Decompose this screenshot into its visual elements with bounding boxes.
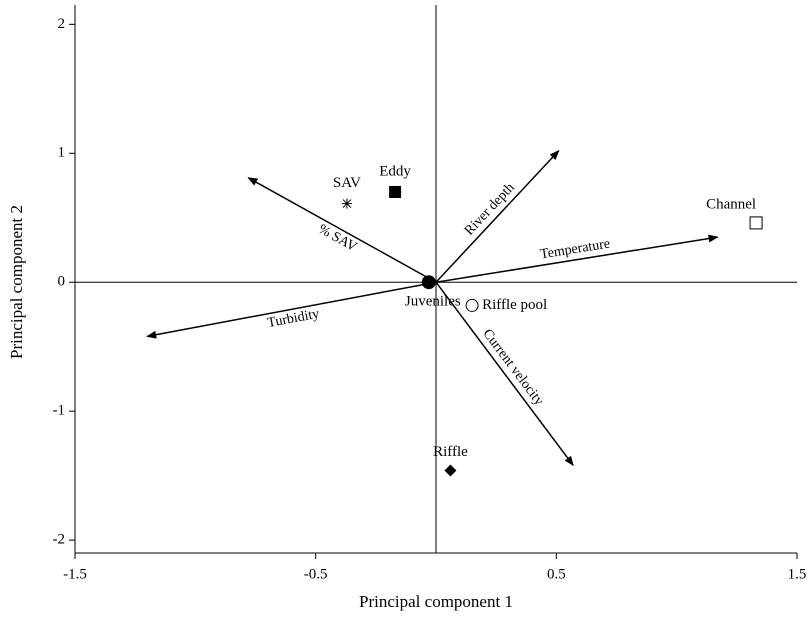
x-tick-label: -1.5: [63, 566, 87, 582]
y-tick-label: 2: [58, 16, 66, 32]
x-tick-label: 0.5: [547, 566, 566, 582]
point-label: Riffle pool: [482, 297, 547, 313]
y-tick-label: 1: [58, 145, 66, 161]
point: [341, 198, 352, 209]
point-label: Juveniles: [405, 294, 461, 310]
vector-label: Temperature: [539, 237, 611, 263]
vector-label: Current velocity: [479, 327, 546, 409]
point-label: Channel: [706, 196, 756, 212]
point-label: SAV: [333, 175, 361, 191]
point-label: Riffle: [433, 444, 468, 460]
y-tick-label: -1: [53, 403, 66, 419]
point: [444, 464, 457, 477]
point: [421, 275, 436, 290]
vector-arrow: [435, 149, 560, 283]
x-tick-label: 1.5: [788, 566, 807, 582]
y-tick-label: -2: [53, 532, 66, 548]
vector-arrow: [435, 281, 574, 467]
x-axis-label: Principal component 1: [359, 592, 513, 611]
vector-arrow: [247, 177, 437, 283]
y-tick-label: 0: [58, 274, 66, 290]
vector-arrow: [146, 281, 437, 339]
vector-label: Turbidity: [266, 307, 320, 331]
point: [749, 216, 763, 230]
point-label: Eddy: [379, 163, 411, 179]
vector-arrow: [435, 234, 719, 283]
point: [465, 298, 479, 312]
vector-label: River depth: [462, 180, 518, 238]
x-tick-label: -0.5: [304, 566, 328, 582]
y-axis-label: Principal component 2: [7, 205, 26, 359]
point: [389, 185, 402, 198]
